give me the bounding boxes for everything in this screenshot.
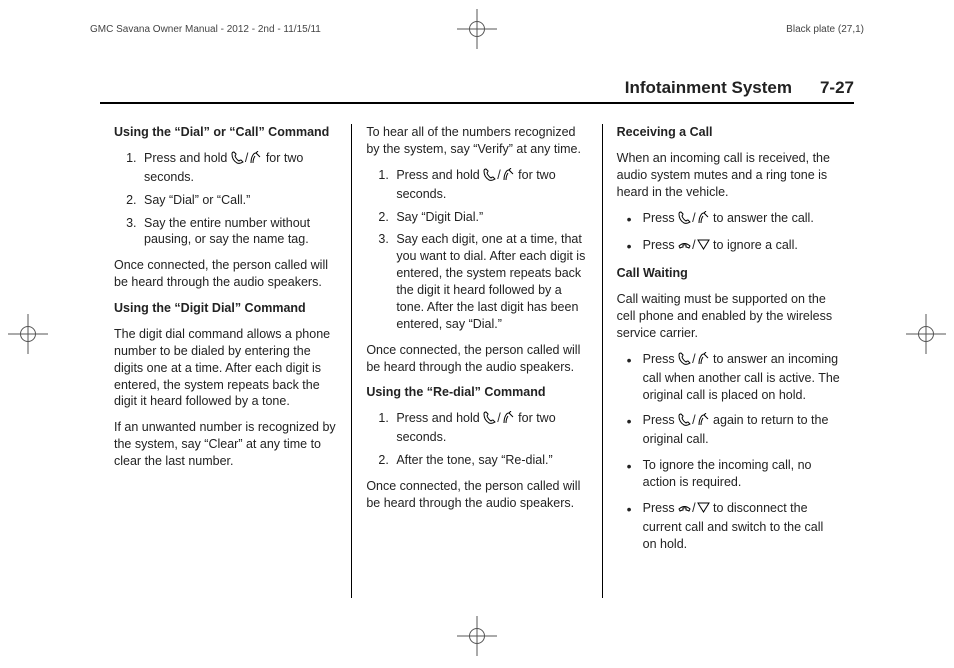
voice-icon [249, 151, 262, 169]
column-2: To hear all of the numbers recognized by… [351, 124, 602, 598]
col2-steps-redial: Press and hold / for two seconds. After … [366, 410, 587, 469]
col2-para-verify: To hear all of the numbers recognized by… [366, 124, 587, 158]
phone-icon [678, 352, 691, 370]
text: Press [643, 238, 678, 252]
col2-redial-step-2: After the tone, say “Re-dial.” [392, 452, 587, 469]
col3-cw-ignore: To ignore the incoming call, no action i… [617, 457, 840, 491]
col1-para-clear: If an unwanted number is recognized by t… [114, 419, 337, 470]
text: to ignore a call. [710, 238, 798, 252]
col2-heading-redial: Using the “Re-dial” Command [366, 384, 587, 401]
voice-icon [697, 413, 710, 431]
phone-icon [678, 413, 691, 431]
phone-icon [678, 211, 691, 229]
page-number: 7-27 [820, 78, 854, 98]
glyph-separator: / [692, 352, 695, 366]
col1-para-digitdial: The digit dial command allows a phone nu… [114, 326, 337, 410]
voice-icon [502, 411, 515, 429]
registration-mark-left [8, 314, 48, 354]
col2-step-3: Say each digit, one at a time, that you … [392, 231, 587, 332]
col3-recv-ignore: Press / to ignore a call. [617, 237, 840, 256]
text: Press and hold [396, 168, 483, 182]
col3-recv-answer: Press / to answer the call. [617, 210, 840, 229]
col1-step-2: Say “Dial” or “Call.” [140, 192, 337, 209]
plate-tag: Black plate (27,1) [786, 24, 864, 35]
registration-mark-top [457, 9, 497, 49]
triangle-icon [697, 501, 710, 519]
phone-icon [483, 168, 496, 186]
glyph-separator: / [497, 168, 500, 182]
col1-step-1: Press and hold / for two seconds. [140, 150, 337, 186]
text: Press [643, 352, 678, 366]
column-3: Receiving a Call When an incoming call i… [603, 124, 854, 598]
col3-cw-answer: Press / to answer an incoming call when … [617, 351, 840, 404]
text: Press [643, 211, 678, 225]
col3-para-incoming: When an incoming call is received, the a… [617, 150, 840, 201]
col3-para-callwaiting: Call waiting must be supported on the ce… [617, 291, 840, 342]
col2-para-connected: Once connected, the person called will b… [366, 342, 587, 376]
col1-para-connected: Once connected, the person called will b… [114, 257, 337, 291]
glyph-separator: / [692, 413, 695, 427]
doc-tag: GMC Savana Owner Manual - 2012 - 2nd - 1… [90, 24, 321, 35]
page-root: GMC Savana Owner Manual - 2012 - 2nd - 1… [0, 0, 954, 668]
phone-icon [231, 151, 244, 169]
col3-cw-return: Press / again to return to the original … [617, 412, 840, 448]
phone-icon [483, 411, 496, 429]
text: Press [643, 501, 678, 515]
text: Press and hold [144, 151, 231, 165]
col2-step-1: Press and hold / for two seconds. [392, 167, 587, 203]
col2-para-connected2: Once connected, the person called will b… [366, 478, 587, 512]
text: to answer the call. [710, 211, 814, 225]
triangle-icon [697, 238, 710, 256]
col2-step-2: Say “Digit Dial.” [392, 209, 587, 226]
registration-mark-bottom [457, 616, 497, 656]
column-1: Using the “Dial” or “Call” Command Press… [100, 124, 351, 598]
col1-step-3: Say the entire number without pausing, o… [140, 215, 337, 249]
col2-steps-digitdial: Press and hold / for two seconds. Say “D… [366, 167, 587, 333]
col3-list-receiving: Press / to answer the call. Press / to i… [617, 210, 840, 257]
text: Press [643, 413, 678, 427]
hangup-icon [678, 238, 691, 256]
voice-icon [697, 352, 710, 370]
col1-heading-digit-dial: Using the “Digit Dial” Command [114, 300, 337, 317]
col1-steps-dial: Press and hold / for two seconds. Say “D… [114, 150, 337, 248]
col3-list-callwaiting: Press / to answer an incoming call when … [617, 351, 840, 553]
voice-icon [502, 168, 515, 186]
page-header: Infotainment System 7-27 [100, 78, 854, 104]
content-columns: Using the “Dial” or “Call” Command Press… [100, 124, 854, 598]
glyph-separator: / [692, 238, 695, 252]
voice-icon [697, 211, 710, 229]
section-title: Infotainment System [625, 78, 792, 98]
col3-heading-receiving: Receiving a Call [617, 124, 840, 141]
hangup-icon [678, 501, 691, 519]
text: Press and hold [396, 411, 483, 425]
registration-mark-right [906, 314, 946, 354]
col3-heading-callwaiting: Call Waiting [617, 265, 840, 282]
col1-heading-dial-call: Using the “Dial” or “Call” Command [114, 124, 337, 141]
glyph-separator: / [692, 501, 695, 515]
glyph-separator: / [497, 411, 500, 425]
col2-redial-step-1: Press and hold / for two seconds. [392, 410, 587, 446]
glyph-separator: / [692, 211, 695, 225]
print-meta-strip: GMC Savana Owner Manual - 2012 - 2nd - 1… [0, 18, 954, 40]
glyph-separator: / [245, 151, 248, 165]
col3-cw-disconnect: Press / to disconnect the current call a… [617, 500, 840, 553]
